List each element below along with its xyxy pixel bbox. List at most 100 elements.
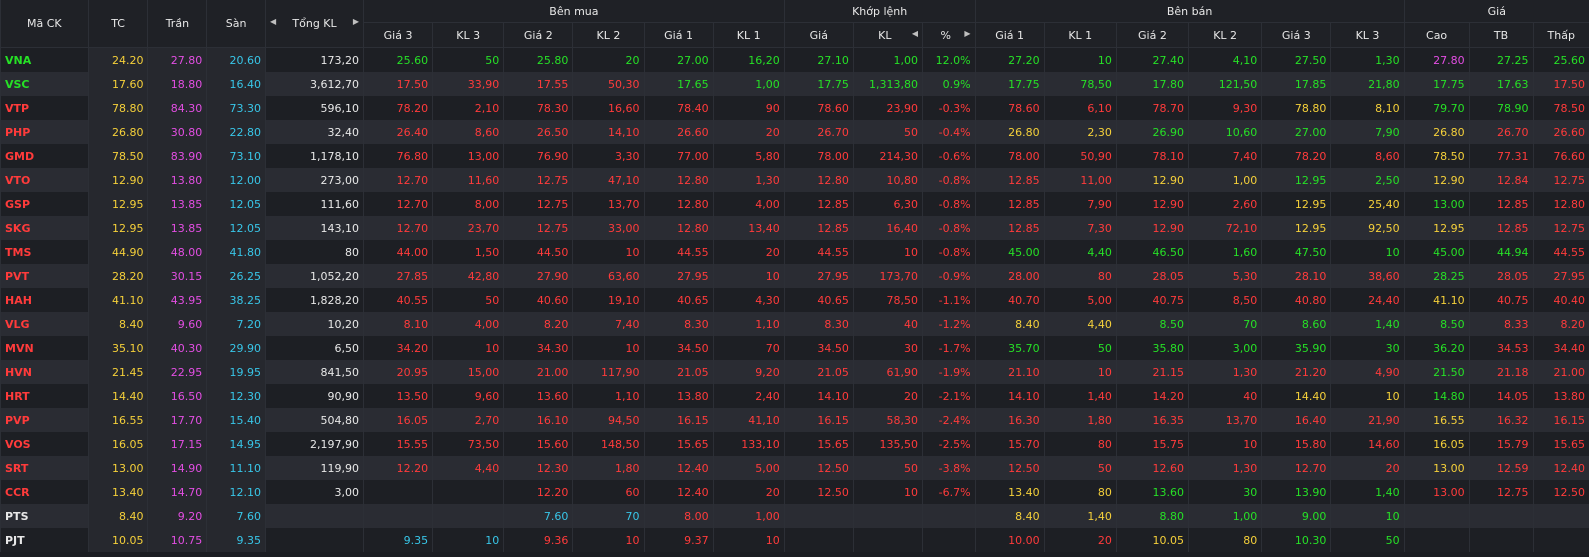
table-row[interactable]: PVT 28.20 30.15 26.25 1,052,20 27.85 42,80 27.9…	[0, 264, 1589, 288]
header-bid-group: Bên mua	[363, 0, 785, 23]
ask-vol-1-cell: 11,00	[1043, 168, 1117, 192]
header-high[interactable]: Cao	[1403, 22, 1470, 48]
bid-price-1-cell: 9.37	[643, 528, 714, 552]
change-percent-cell: -2.1%	[921, 384, 976, 408]
header-average[interactable]: TB	[1468, 22, 1534, 48]
table-row[interactable]: VTP 78.80 84.30 73.30 596,10 78.20 2,10 78.30 16…	[0, 96, 1589, 120]
change-percent-cell: -0.6%	[921, 144, 976, 168]
symbol-cell[interactable]: HAH	[0, 288, 89, 312]
high-price-cell: 41.10	[1403, 288, 1470, 312]
symbol-cell[interactable]: VTP	[0, 96, 89, 120]
scroll-right-arrow-icon[interactable]: ▶	[352, 17, 360, 26]
table-row[interactable]: VSC 17.60 18.80 16.40 3,612,70 17.50 33,90 17.5…	[0, 72, 1589, 96]
header-bid-price-2[interactable]: Giá 2	[503, 22, 573, 48]
symbol-cell[interactable]: PHP	[0, 120, 89, 144]
high-price-cell: 17.75	[1403, 72, 1470, 96]
symbol-cell[interactable]: PJT	[0, 528, 89, 552]
header-change-percent[interactable]: % ▶	[921, 22, 976, 48]
header-ask-vol-1[interactable]: KL 1	[1043, 22, 1117, 48]
match-toggle-left-icon[interactable]: ◀	[911, 28, 918, 38]
table-row[interactable]: PVP 16.55 17.70 15.40 504,80 16.05 2,70 16.10 94…	[0, 408, 1589, 432]
table-row[interactable]: PJT 10.05 10.75 9.35 9.35 10 9.36 10 9.37 10 10.00…	[0, 528, 1589, 552]
match-volume-cell: 78,50	[852, 288, 923, 312]
header-tc[interactable]: TC	[87, 0, 148, 48]
table-row[interactable]: VNA 24.20 27.80 20.60 173,20 25.60 50 25.80 20 27…	[0, 47, 1589, 72]
symbol-cell[interactable]: PTS	[0, 504, 89, 528]
header-match-price[interactable]: Giá	[783, 22, 854, 48]
symbol-cell[interactable]: GSP	[0, 192, 89, 216]
match-price-cell: 21.05	[783, 360, 854, 384]
header-ask-price-3[interactable]: Giá 3	[1261, 22, 1331, 48]
symbol-cell[interactable]: VOS	[0, 432, 89, 456]
symbol-cell[interactable]: SKG	[0, 216, 89, 240]
symbol-cell[interactable]: GMD	[0, 144, 89, 168]
symbol-cell[interactable]: VLG	[0, 312, 89, 336]
scroll-left-arrow-icon[interactable]: ◀	[270, 17, 277, 26]
header-ceiling[interactable]: Trần	[147, 0, 207, 48]
symbol-cell[interactable]: VSC	[0, 72, 89, 96]
symbol-cell[interactable]: PVT	[0, 264, 89, 288]
ask-vol-3-cell: 10	[1330, 240, 1405, 264]
table-row[interactable]: HRT 14.40 16.50 12.30 90,90 13.50 9,60 13.60 1,1…	[0, 384, 1589, 408]
table-row[interactable]: PHP 26.80 30.80 22.80 32,40 26.40 8,60 26.50 14,…	[0, 120, 1589, 144]
table-row[interactable]: VLG 8.40 9.60 7.20 10,20 8.10 4,00 8.20 7,40 8.30…	[0, 312, 1589, 336]
header-bid-price-3[interactable]: Giá 3	[363, 22, 433, 48]
header-total-volume[interactable]: ◀ Tổng KL ▶	[265, 0, 364, 48]
bid-vol-3-cell: 2,10	[432, 96, 504, 120]
table-row[interactable]: HVN 21.45 22.95 19.95 841,50 20.95 15,00 21.00 1…	[0, 360, 1589, 384]
ceiling-price-cell: 14.70	[147, 480, 207, 504]
bid-price-3-cell: 12.20	[363, 456, 433, 480]
symbol-cell[interactable]: VNA	[0, 47, 89, 72]
table-row[interactable]: SKG 12.95 13.85 12.05 143,10 12.70 23,70 12.75 3…	[0, 216, 1589, 240]
symbol-cell[interactable]: CCR	[0, 480, 89, 504]
bid-price-1-cell: 13.80	[643, 384, 714, 408]
total-volume-cell: 3,612,70	[265, 72, 364, 96]
ask-vol-2-cell: 70	[1188, 312, 1262, 336]
match-volume-cell: 10,80	[852, 168, 923, 192]
floor-price-cell: 20.60	[206, 47, 266, 72]
high-price-cell: 45.00	[1403, 240, 1470, 264]
symbol-cell[interactable]: HRT	[0, 384, 89, 408]
symbol-cell[interactable]: HVN	[0, 360, 89, 384]
header-bid-vol-3[interactable]: KL 3	[432, 22, 504, 48]
header-low[interactable]: Thấp	[1532, 22, 1589, 48]
header-ask-vol-2[interactable]: KL 2	[1188, 22, 1262, 48]
bid-vol-2-cell: 10	[572, 336, 645, 360]
table-row[interactable]: VTO 12.90 13.80 12.00 273,00 12.70 11,60 12.75 4…	[0, 168, 1589, 192]
header-bid-vol-1[interactable]: KL 1	[712, 22, 785, 48]
bid-price-2-cell: 44.50	[503, 240, 573, 264]
header-ask-vol-3[interactable]: KL 3	[1330, 22, 1405, 48]
table-row[interactable]: GMD 78.50 83.90 73.10 1,178,10 76.80 13,00 76.9…	[0, 144, 1589, 168]
ref-price-cell: 16.05	[87, 432, 148, 456]
change-percent-cell: 12.0%	[921, 47, 976, 72]
header-match-volume[interactable]: KL ◀	[852, 22, 923, 48]
total-volume-cell: 143,10	[265, 216, 364, 240]
symbol-cell[interactable]: VTO	[0, 168, 89, 192]
table-row[interactable]: GSP 12.95 13.85 12.05 111,60 12.70 8,00 12.75 13…	[0, 192, 1589, 216]
header-bid-price-1[interactable]: Giá 1	[643, 22, 714, 48]
table-row[interactable]: CCR 13.40 14.70 12.10 3,00 12.20 60 12.40 20 12.5…	[0, 480, 1589, 504]
header-floor[interactable]: Sàn	[206, 0, 266, 48]
table-row[interactable]: TMS 44.90 48.00 41.80 80 44.00 1,50 44.50 10 44.5…	[0, 240, 1589, 264]
ask-price-3-cell: 16.40	[1261, 408, 1331, 432]
symbol-cell[interactable]: PVP	[0, 408, 89, 432]
table-row[interactable]: MVN 35.10 40.30 29.90 6,50 34.20 10 34.30 10 34.5…	[0, 336, 1589, 360]
symbol-cell[interactable]: SRT	[0, 456, 89, 480]
header-ask-price-2[interactable]: Giá 2	[1115, 22, 1189, 48]
header-symbol[interactable]: Mã CK	[0, 0, 89, 48]
match-toggle-right-icon[interactable]: ▶	[964, 28, 971, 38]
ask-vol-2-cell: 1,60	[1188, 240, 1262, 264]
bid-price-2-cell: 16.10	[503, 408, 573, 432]
bid-vol-1-cell: 90	[712, 96, 785, 120]
symbol-cell[interactable]: MVN	[0, 336, 89, 360]
table-row[interactable]: HAH 41.10 43.95 38.25 1,828,20 40.55 50 40.60 19…	[0, 288, 1589, 312]
bid-vol-2-cell: 10	[572, 528, 645, 552]
header-bid-vol-2[interactable]: KL 2	[572, 22, 645, 48]
ceiling-price-cell: 9.60	[147, 312, 207, 336]
symbol-cell[interactable]: TMS	[0, 240, 89, 264]
average-price-cell: 12.85	[1468, 216, 1534, 240]
table-row[interactable]: VOS 16.05 17.15 14.95 2,197,90 15.55 73,50 15.6…	[0, 432, 1589, 456]
table-row[interactable]: PTS 8.40 9.20 7.60 7.60 70 8.00 1,00 8.40 1,40 8.8…	[0, 504, 1589, 528]
table-row[interactable]: SRT 13.00 14.90 11.10 119,90 12.20 4,40 12.30 1,…	[0, 456, 1589, 480]
header-ask-price-1[interactable]: Giá 1	[974, 22, 1045, 48]
